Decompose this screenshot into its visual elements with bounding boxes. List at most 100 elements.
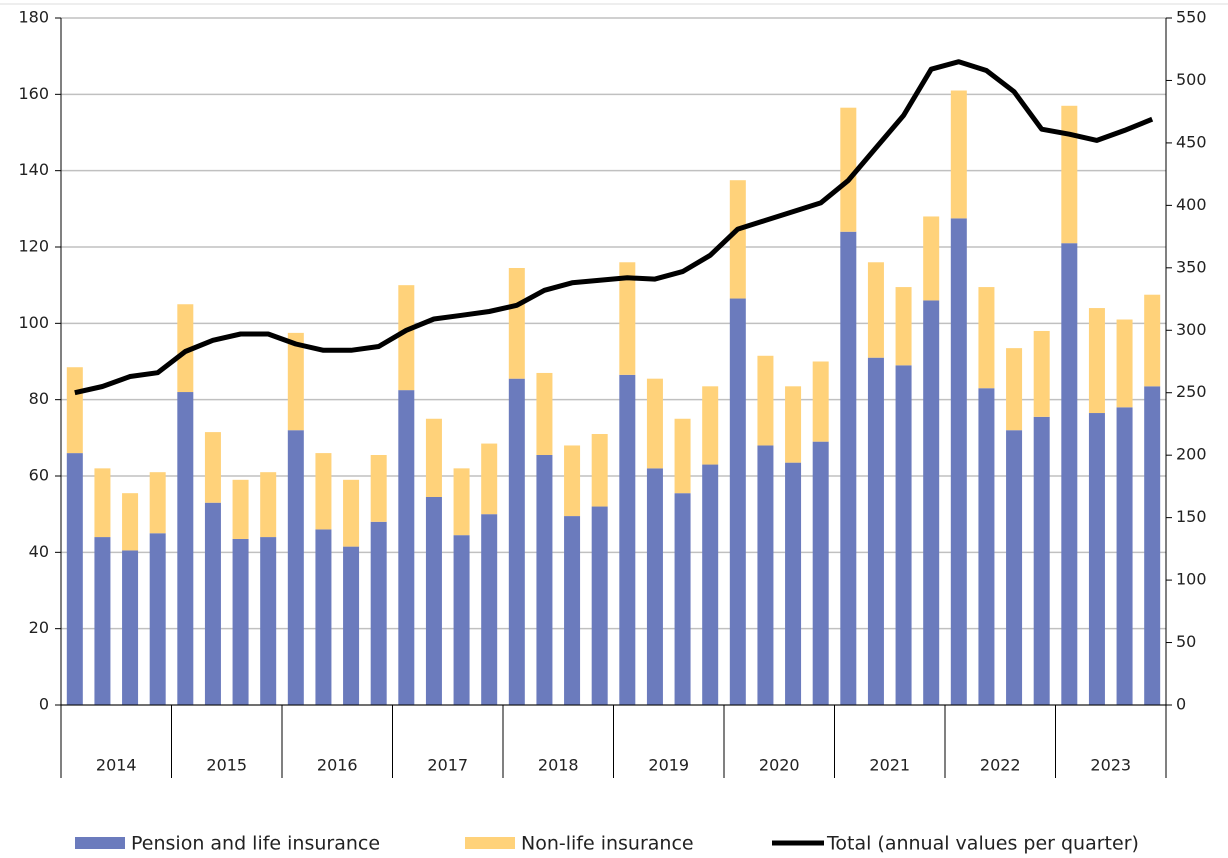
bar bbox=[204, 432, 221, 503]
bar bbox=[785, 386, 802, 463]
bar bbox=[757, 445, 774, 705]
bar bbox=[370, 455, 387, 522]
bar bbox=[177, 392, 194, 705]
bar bbox=[536, 372, 553, 456]
legend-label: Total (annual values per quarter) bbox=[826, 833, 1139, 855]
y-tick-label: 160 bbox=[18, 84, 49, 103]
group-label: 2017 bbox=[427, 756, 468, 775]
bar bbox=[508, 267, 525, 379]
legend-swatch bbox=[75, 837, 125, 849]
bar bbox=[812, 361, 829, 442]
bar bbox=[895, 365, 912, 705]
y-tick-label: 0 bbox=[39, 695, 49, 714]
bar bbox=[149, 472, 166, 534]
y2-tick-label: 250 bbox=[1176, 382, 1207, 401]
bar bbox=[453, 468, 470, 536]
group-label: 2014 bbox=[96, 756, 137, 775]
bar bbox=[978, 388, 995, 705]
bar bbox=[840, 107, 857, 232]
bar bbox=[646, 378, 663, 469]
bar bbox=[1088, 413, 1105, 705]
bar bbox=[950, 218, 967, 705]
bar bbox=[1144, 386, 1161, 705]
bar bbox=[1061, 243, 1078, 705]
bar bbox=[343, 479, 360, 547]
legend-label: Non-life insurance bbox=[521, 833, 694, 855]
bar bbox=[177, 304, 194, 393]
bar bbox=[287, 332, 304, 431]
bar bbox=[591, 434, 608, 507]
y2-tick-label: 450 bbox=[1176, 132, 1207, 151]
bar bbox=[1144, 294, 1161, 387]
y-tick-label: 40 bbox=[29, 542, 49, 561]
bar bbox=[398, 390, 415, 705]
line bbox=[74, 59, 1154, 396]
group-label: 2018 bbox=[538, 756, 579, 775]
y2-tick-label: 100 bbox=[1176, 570, 1207, 589]
bar bbox=[1061, 105, 1078, 244]
bar bbox=[122, 550, 139, 705]
bar bbox=[425, 418, 442, 497]
y2-tick-label: 350 bbox=[1176, 257, 1207, 276]
bar bbox=[702, 464, 719, 705]
bar bbox=[702, 386, 719, 465]
bar bbox=[94, 537, 111, 705]
y2-tick-label: 150 bbox=[1176, 507, 1207, 526]
bar bbox=[232, 479, 249, 539]
bar bbox=[591, 506, 608, 705]
bar bbox=[757, 355, 774, 446]
bar bbox=[978, 287, 995, 389]
bar bbox=[1006, 430, 1023, 705]
bar bbox=[1088, 308, 1105, 414]
bar bbox=[564, 445, 581, 517]
bar bbox=[1116, 407, 1133, 705]
group-label: 2020 bbox=[759, 756, 800, 775]
bar bbox=[481, 443, 498, 515]
bar bbox=[1006, 348, 1023, 431]
group-label: 2022 bbox=[980, 756, 1021, 775]
y2-tick-label: 400 bbox=[1176, 195, 1207, 214]
bar bbox=[674, 493, 691, 705]
bar bbox=[840, 231, 857, 705]
group-label: 2023 bbox=[1090, 756, 1131, 775]
bar bbox=[923, 216, 940, 301]
bar bbox=[343, 546, 360, 705]
bar bbox=[370, 521, 387, 705]
bar bbox=[260, 472, 277, 538]
bar bbox=[950, 90, 967, 219]
bar bbox=[66, 453, 83, 705]
bar bbox=[867, 262, 884, 358]
bar bbox=[398, 285, 415, 391]
bar bbox=[1116, 319, 1133, 408]
bar bbox=[619, 374, 636, 705]
bar bbox=[564, 516, 581, 705]
y-tick-label: 100 bbox=[18, 313, 49, 332]
y-tick-label: 180 bbox=[18, 8, 49, 27]
bar bbox=[425, 496, 442, 705]
y2-tick-label: 300 bbox=[1176, 320, 1207, 339]
legend-swatch bbox=[465, 837, 515, 849]
bar bbox=[315, 529, 332, 705]
group-label: 2015 bbox=[206, 756, 247, 775]
bar bbox=[674, 418, 691, 494]
bar bbox=[812, 441, 829, 705]
y-tick-label: 60 bbox=[29, 466, 49, 485]
y2-tick-label: 0 bbox=[1176, 695, 1186, 714]
bar bbox=[895, 287, 912, 366]
bar bbox=[94, 468, 111, 538]
bar bbox=[508, 378, 525, 705]
y-tick-label: 120 bbox=[18, 237, 49, 256]
y2-tick-label: 550 bbox=[1176, 8, 1207, 27]
bar bbox=[619, 262, 636, 375]
bar bbox=[453, 535, 470, 705]
bar bbox=[1033, 330, 1050, 417]
bar bbox=[729, 298, 746, 705]
bar bbox=[287, 430, 304, 705]
y-tick-label: 140 bbox=[18, 160, 49, 179]
bar bbox=[66, 367, 83, 454]
bar bbox=[785, 462, 802, 705]
group-label: 2019 bbox=[648, 756, 689, 775]
bar bbox=[646, 468, 663, 705]
bar bbox=[232, 538, 249, 705]
